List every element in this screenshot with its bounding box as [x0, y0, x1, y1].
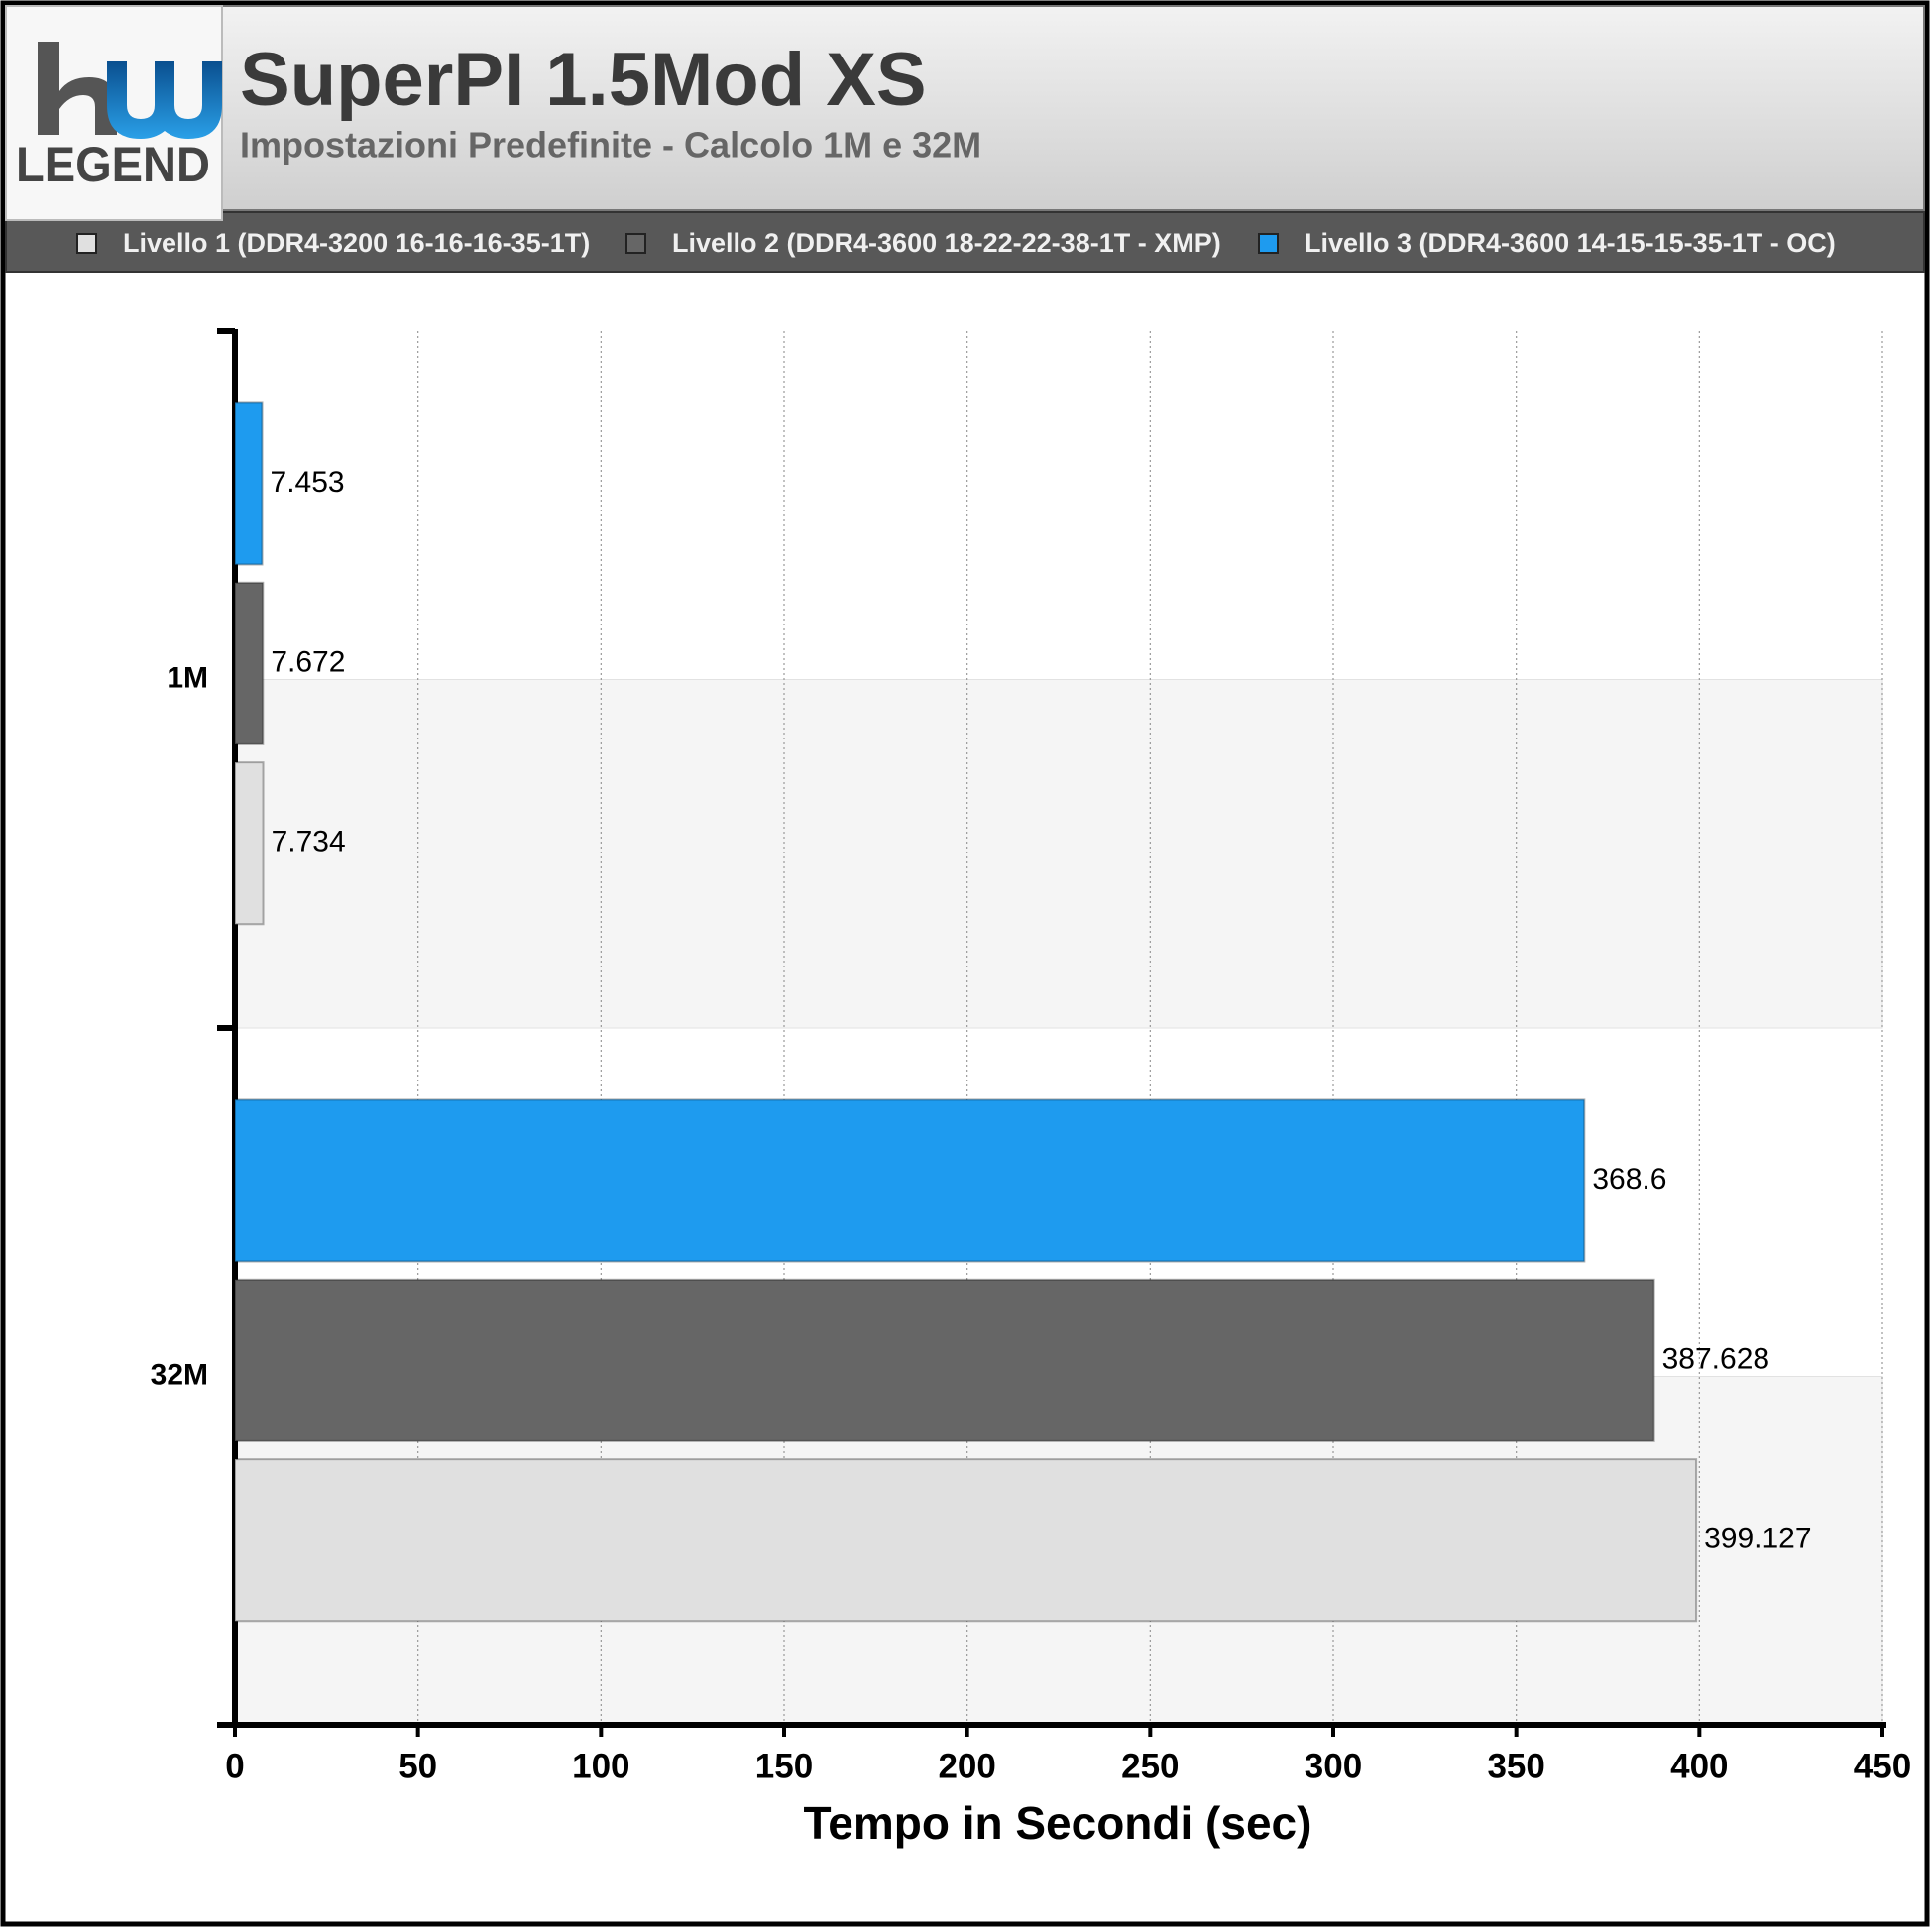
y-tick-label: 1M [167, 661, 208, 694]
logo: LEGEND [5, 5, 223, 221]
x-tick-label: 50 [398, 1747, 437, 1785]
logo-text: LEGEND [16, 137, 210, 192]
y-tick-label: 32M [151, 1358, 208, 1391]
logo-w [107, 61, 222, 139]
value-label: 7.453 [271, 466, 345, 499]
legend-swatch [625, 233, 646, 254]
x-tick-label: 300 [1305, 1747, 1362, 1785]
value-label: 399.127 [1704, 1523, 1811, 1555]
legend-swatch [1258, 233, 1279, 254]
x-tick-label: 200 [938, 1747, 995, 1785]
x-tick-label: 150 [755, 1747, 813, 1785]
value-label: 7.672 [271, 645, 345, 678]
legend-label: Livello 2 (DDR4-3600 18-22-22-38-1T - XM… [672, 228, 1221, 258]
legend-swatch [76, 233, 97, 254]
legend-label: Livello 1 (DDR4-3200 16-16-16-35-1T) [123, 228, 590, 258]
value-label: 368.6 [1592, 1163, 1666, 1195]
x-tick-label: 350 [1487, 1747, 1544, 1785]
header [5, 5, 1925, 211]
bar [234, 1098, 1586, 1263]
chart-subtitle: Impostazioni Predefinite - Calcolo 1M e … [240, 125, 981, 166]
bar [234, 1458, 1698, 1623]
x-axis-label: Tempo in Secondi (sec) [804, 1797, 1312, 1849]
logo-h [38, 42, 117, 135]
value-label: 387.628 [1662, 1342, 1769, 1375]
bar [234, 401, 264, 566]
x-tick-label: 250 [1121, 1747, 1179, 1785]
value-label: 7.734 [272, 826, 346, 858]
legend-label: Livello 3 (DDR4-3600 14-15-15-35-1T - OC… [1305, 228, 1836, 258]
x-tick-label: 100 [572, 1747, 629, 1785]
x-tick-label: 450 [1854, 1747, 1911, 1785]
legend-bar [5, 211, 1925, 273]
chart-title: SuperPI 1.5Mod XS [240, 38, 927, 122]
bar [234, 761, 265, 926]
bar [234, 581, 265, 745]
band-bg [234, 679, 1883, 1029]
x-tick-label: 0 [225, 1747, 244, 1785]
bar [234, 1278, 1655, 1442]
x-tick-label: 400 [1670, 1747, 1728, 1785]
